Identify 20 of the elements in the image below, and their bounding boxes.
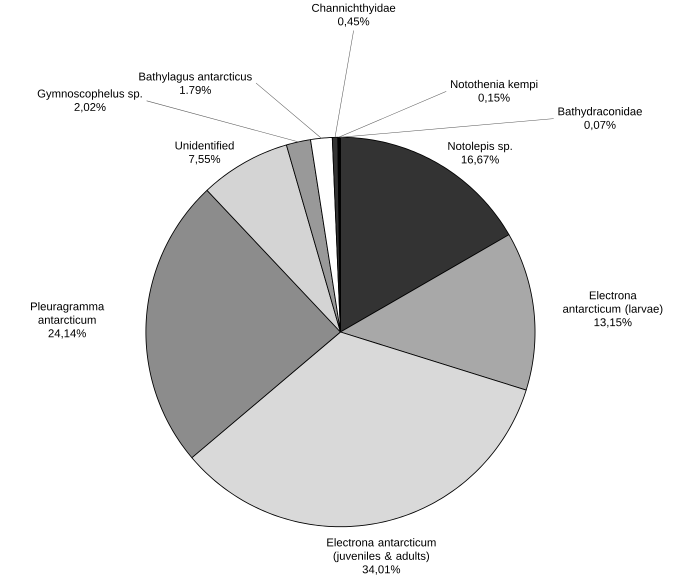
slice-label: Unidentified (176, 141, 234, 150)
data-label: 34,01% (362, 565, 400, 575)
slice-label: Notolepis sp. (448, 142, 512, 152)
slice-label: Notothenia kempi (450, 80, 538, 90)
data-label: 2,02% (74, 102, 106, 112)
slice-label: Bathylagus antarcticus (139, 72, 252, 83)
slice-label: Gymnoscophelus sp. (38, 89, 142, 100)
data-label: 0,45% (338, 17, 370, 27)
data-label: 0,07% (584, 120, 616, 130)
data-label: 7,55% (189, 154, 220, 164)
data-label: 16,67% (462, 155, 499, 165)
slice-label: Channichthyidae (312, 3, 396, 14)
slice-label: Electrona antarcticum (juveniles & adults) (327, 538, 436, 562)
slice-label: Electrona antarcticum (larvae) (563, 290, 662, 315)
slice-label: Pleuragramma antarcticum (31, 302, 104, 324)
data-label: 0,15% (478, 93, 510, 103)
slice-label: Bathydraconidae (558, 106, 642, 118)
data-label: 24,14% (48, 329, 86, 339)
data-label: 1.79% (180, 86, 211, 94)
data-label: 13,15% (594, 318, 632, 328)
